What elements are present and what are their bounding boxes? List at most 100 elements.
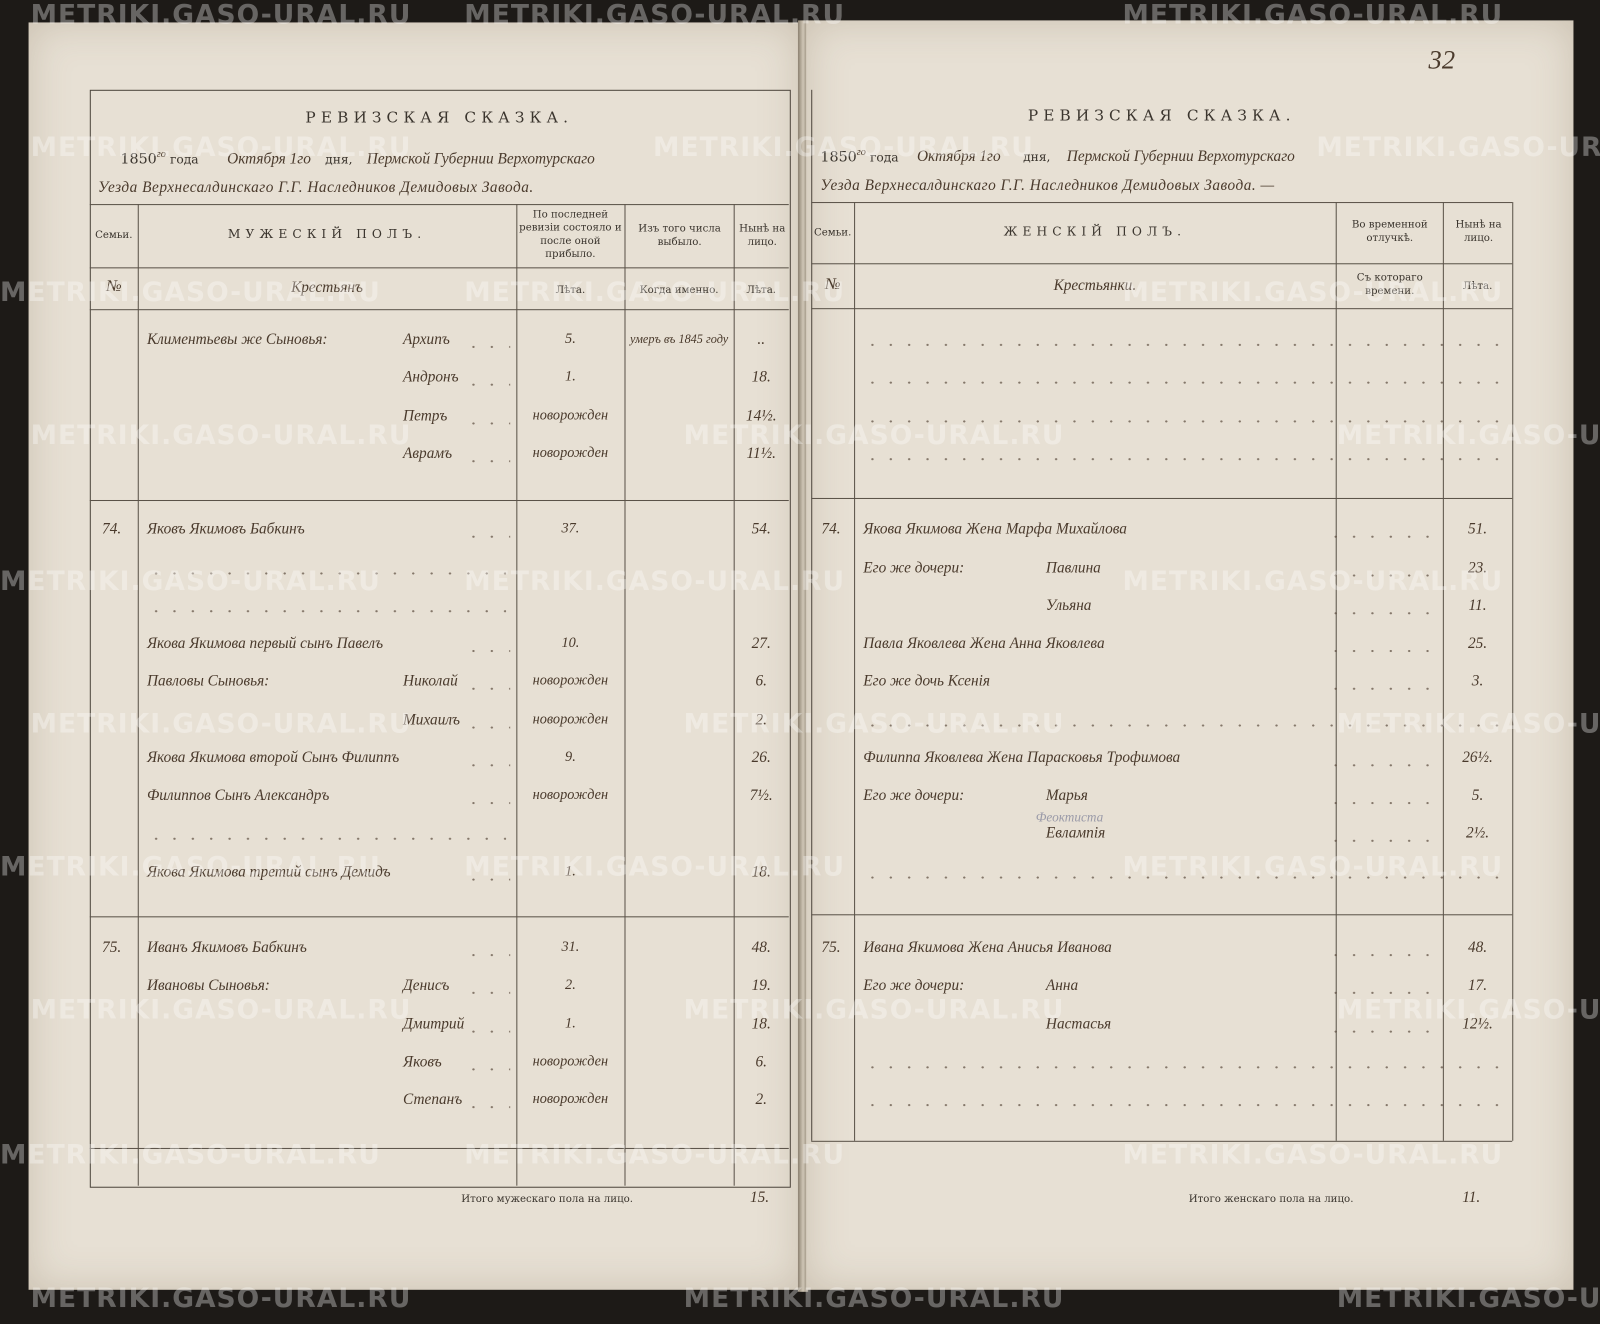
dotted-leader (464, 459, 511, 462)
age-present: 27. (751, 635, 771, 653)
age-present: 17. (1467, 977, 1488, 995)
header-when: Когда именно. (639, 284, 719, 296)
person-entry: Филиппа Яковлева Жена Парасковья Трофимо… (863, 749, 1181, 767)
age-last-revision: 31. (561, 939, 580, 956)
dotted-leader (464, 1106, 511, 1109)
page-number: 32 (1428, 44, 1456, 75)
dotted-leader (1326, 840, 1434, 843)
person-entry: Якова Якимова второй Сынъ Филиппъ (146, 749, 400, 767)
dotted-leader (464, 345, 511, 348)
dotted-filler-line (146, 838, 507, 841)
family-number: 74. (821, 521, 841, 539)
year-word: года (869, 150, 899, 165)
dotted-leader (464, 878, 511, 881)
month-day: Октября 1го (916, 149, 1001, 166)
header-present: Нынѣ на лицо. (739, 223, 786, 248)
header-years-now: Лѣта. (746, 284, 777, 296)
dotted-leader (1326, 573, 1434, 577)
dotted-leader (1326, 1030, 1434, 1033)
relation-prefix: Ивановы Сыновья: (146, 977, 270, 995)
right-date-line: 1850го года Октября 1го дня, Пермской Гу… (820, 147, 1294, 167)
province: Пермской Губернии Верхотурскаго (366, 151, 595, 168)
header-estate: Крестьянки. (1053, 277, 1137, 294)
age-last-revision: 5. (565, 331, 576, 347)
age-present: 48. (1467, 939, 1488, 957)
age-present: 6. (755, 1053, 767, 1071)
header-family: Семьи. (813, 227, 852, 239)
age-present: 51. (1467, 521, 1488, 539)
dotted-filler-line (863, 343, 1503, 346)
left-date-line: 1850го года Октября 1го дня, Пермской Гу… (120, 149, 594, 169)
age-present: 23. (1467, 559, 1488, 577)
age-last-revision: новорожден (532, 407, 609, 423)
age-last-revision: новорожден (532, 445, 609, 461)
left-page (28, 22, 800, 1290)
person-entry: Ивана Якимова Жена Анисья Иванова (863, 939, 1112, 957)
person-entry: Якова Якимова Жена Марфа Михайлова (863, 521, 1127, 539)
year-word: года (169, 152, 199, 167)
dotted-leader (464, 649, 511, 653)
book-spine (797, 20, 809, 1292)
age-present: 18. (751, 369, 771, 386)
dotted-leader (464, 383, 511, 386)
age-present: 25. (1467, 635, 1488, 653)
age-present: 54. (751, 521, 771, 539)
age-last-revision: новорожден (532, 1053, 609, 1070)
left-title: РЕВИЗСКАЯ СКАЗКА. (305, 108, 574, 127)
header-last-revision: По последней ревизіи состояло и после он… (519, 209, 622, 261)
month-day: Октября 1го (227, 151, 311, 168)
age-present: .. (757, 331, 766, 348)
dotted-leader (1326, 954, 1434, 957)
header-section: МУЖЕСКІЙ ПОЛЪ. (227, 226, 427, 241)
header-number: № (106, 277, 122, 295)
province: Пермской Губернии Верхотурскаго (1066, 149, 1295, 166)
relation-prefix: Его же дочери: (863, 559, 965, 577)
person-name: Яковъ (403, 1053, 442, 1071)
family-number: 74. (102, 521, 122, 539)
right-form-frame (811, 89, 1513, 1141)
person-name: Ульяна (1045, 597, 1092, 615)
person-name: Николай (403, 673, 458, 691)
day-word: дня, (1023, 150, 1051, 165)
person-name: Петръ (403, 407, 448, 424)
age-present: 6. (755, 673, 767, 691)
age-present: 14½. (745, 407, 777, 424)
right-title: РЕВИЗСКАЯ СКАЗКА. (1027, 106, 1296, 125)
age-present: 18. (751, 863, 771, 881)
age-present: 18. (751, 1015, 771, 1033)
person-entry: Якова Якимова первый сынъ Павелъ (146, 635, 384, 653)
header-since: Съ котораго времени. (1356, 272, 1423, 297)
left-form-frame (89, 89, 791, 1188)
relation-prefix: Его же дочери: (863, 977, 965, 995)
age-present: 11. (1468, 597, 1487, 615)
year: 1850 (120, 151, 157, 168)
age-present: 2. (755, 1091, 767, 1109)
person-name: Степанъ (403, 1091, 463, 1109)
dropped-when: умеръ въ 1845 году (629, 331, 729, 346)
age-present: 26. (751, 749, 771, 767)
left-total-label: Итого мужескаго пола на лицо. (461, 1193, 634, 1206)
dotted-filler-line (863, 1066, 1503, 1069)
dotted-leader (464, 954, 511, 957)
district: Уезда Верхнесалдинскаго Г.Г. Наследников… (97, 179, 534, 196)
dotted-leader (464, 535, 511, 539)
header-years-revision: Лѣта. (555, 284, 586, 296)
age-last-revision: 2. (565, 977, 576, 994)
age-present: 26½. (1462, 749, 1493, 767)
person-name: Андронъ (403, 369, 459, 386)
right-page (806, 20, 1574, 1290)
header-estate: Крестьянъ (291, 279, 363, 296)
family-number: 75. (102, 939, 122, 957)
dotted-leader (1326, 992, 1434, 995)
person-entry: Филиппов Сынъ Александръ (146, 787, 330, 805)
age-present: 11½. (746, 445, 776, 462)
age-last-revision: новорожден (532, 673, 609, 690)
dotted-filler-line (863, 1104, 1503, 1107)
pencil-annotation: Феоктиста (1035, 809, 1104, 825)
header-absence: Во временной отлучкѣ. (1351, 219, 1428, 244)
person-name: Денисъ (403, 977, 450, 995)
right-total-label: Итого женскаго пола на лицо. (1188, 1193, 1354, 1206)
age-last-revision: 37. (561, 521, 580, 537)
dotted-filler-line (863, 457, 1503, 460)
